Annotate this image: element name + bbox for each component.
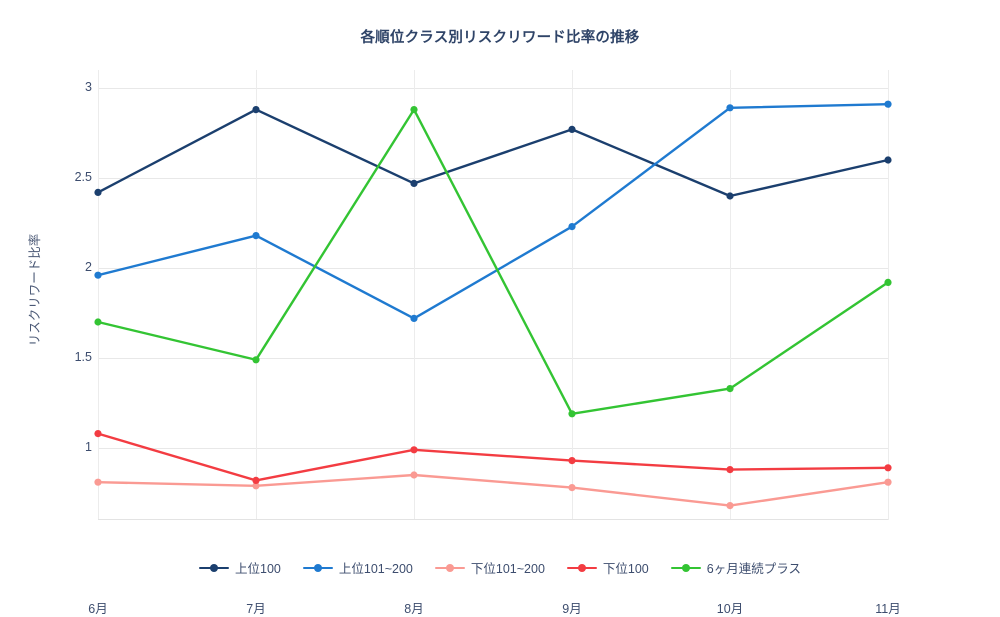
data-point[interactable] xyxy=(410,446,418,454)
data-point[interactable] xyxy=(884,478,892,486)
legend-item-3[interactable]: 下位101~200 xyxy=(434,558,545,577)
legend-swatch-icon xyxy=(302,562,333,574)
y-axis-tick: 2.5 xyxy=(74,170,92,184)
data-point[interactable] xyxy=(726,502,734,510)
data-point[interactable] xyxy=(726,466,734,474)
legend-item-5[interactable]: 6ヶ月連続プラス xyxy=(670,558,801,577)
data-point[interactable] xyxy=(410,471,418,479)
chart-container: 各順位クラス別リスクリワード比率の推移 リスクリワード比率 3 2.5 2 1.5 1 … xyxy=(0,30,1000,616)
data-point[interactable] xyxy=(568,457,576,465)
gridline-x xyxy=(730,70,731,520)
plot-area: 6月 7月 8月 9月 10月 11月 xyxy=(88,70,901,616)
data-point[interactable] xyxy=(884,100,892,108)
data-point[interactable] xyxy=(252,482,260,490)
chart-legend: 上位100 上位101~200 下位101~200 下位100 6ヶ月連続プラス xyxy=(0,558,1000,577)
data-point[interactable] xyxy=(726,104,734,112)
legend-swatch-icon xyxy=(670,562,701,574)
y-axis-tick: 1.5 xyxy=(74,350,92,364)
legend-swatch-icon xyxy=(434,562,465,574)
data-point[interactable] xyxy=(94,478,102,486)
legend-swatch-icon xyxy=(199,562,230,574)
data-point[interactable] xyxy=(726,192,734,200)
data-point[interactable] xyxy=(252,106,260,114)
y-axis-tick: 3 xyxy=(85,80,92,94)
series-line xyxy=(96,108,890,198)
data-point[interactable] xyxy=(94,430,102,438)
data-point[interactable] xyxy=(568,125,576,133)
series-line xyxy=(96,108,890,415)
x-axis-tick: 9月 xyxy=(562,602,582,616)
data-point[interactable] xyxy=(568,410,576,418)
y-axis-tick: 2 xyxy=(85,260,92,274)
legend-label: 下位101~200 xyxy=(470,562,545,576)
data-point[interactable] xyxy=(410,314,418,322)
x-axis-tick: 7月 xyxy=(246,602,266,616)
series-2 xyxy=(94,100,892,322)
series-line xyxy=(96,103,890,320)
data-point[interactable] xyxy=(884,278,892,286)
data-point[interactable] xyxy=(410,106,418,114)
data-point[interactable] xyxy=(94,318,102,326)
gridline-y xyxy=(98,268,888,269)
data-point[interactable] xyxy=(884,464,892,472)
gridline-y xyxy=(98,448,888,449)
series-line xyxy=(96,432,890,482)
legend-item-4[interactable]: 下位100 xyxy=(566,558,649,577)
series-line xyxy=(96,473,890,507)
x-axis-tick: 6月 xyxy=(88,602,108,616)
data-point[interactable] xyxy=(568,484,576,492)
series-5 xyxy=(94,106,892,418)
y-axis-tick: 1 xyxy=(85,440,92,454)
x-axis-line xyxy=(98,519,888,520)
x-axis-tick: 10月 xyxy=(716,602,744,616)
data-point[interactable] xyxy=(252,232,260,240)
x-axis-tick: 11月 xyxy=(875,602,901,616)
legend-label: 上位101~200 xyxy=(338,562,413,576)
legend-label: 6ヶ月連続プラス xyxy=(706,562,801,576)
gridline-y xyxy=(98,88,888,89)
chart-title: 各順位クラス別リスクリワード比率の推移 xyxy=(360,30,640,46)
x-axis-tick: 8月 xyxy=(404,602,424,616)
data-point[interactable] xyxy=(410,179,418,187)
gridline-x xyxy=(414,70,415,520)
data-point[interactable] xyxy=(726,385,734,393)
data-point[interactable] xyxy=(94,188,102,196)
legend-label: 下位100 xyxy=(602,562,649,576)
gridline-x xyxy=(572,70,573,520)
gridline-x xyxy=(98,70,99,520)
data-point[interactable] xyxy=(252,476,260,484)
gridline-y xyxy=(98,178,888,179)
series-1 xyxy=(94,106,892,200)
data-point[interactable] xyxy=(884,156,892,164)
gridline-x xyxy=(256,70,257,520)
legend-item-1[interactable]: 上位100 xyxy=(199,558,281,577)
series-layer xyxy=(94,100,892,510)
gridline-y xyxy=(98,358,888,359)
data-point[interactable] xyxy=(94,271,102,279)
series-3 xyxy=(94,471,892,510)
gridline-x xyxy=(888,70,889,520)
legend-item-2[interactable]: 上位101~200 xyxy=(302,558,413,577)
legend-swatch-icon xyxy=(566,562,597,574)
series-4 xyxy=(94,430,892,484)
data-point[interactable] xyxy=(568,223,576,231)
legend-label: 上位100 xyxy=(235,562,281,576)
data-point[interactable] xyxy=(252,356,260,364)
